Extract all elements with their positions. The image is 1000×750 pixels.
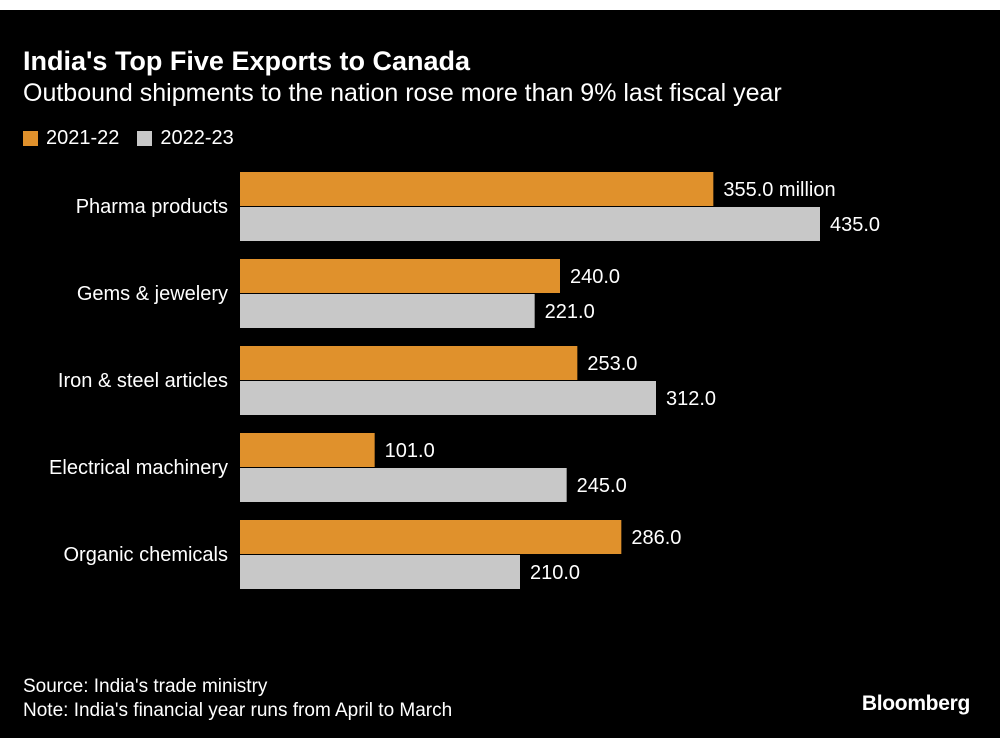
chart-subtitle: Outbound shipments to the nation rose mo… (23, 79, 782, 107)
legend-label: 2021-22 (46, 127, 120, 149)
category-label: Gems & jewelery (77, 283, 228, 305)
data-label: 355.0 million (723, 179, 835, 201)
legend-swatch (137, 131, 153, 146)
bar-2021-22 (240, 433, 375, 467)
bar-2021-22 (240, 259, 560, 293)
legend: 2021-22 2022-23 (23, 127, 252, 150)
data-label: 210.0 (530, 562, 580, 584)
legend-item-2022-23: 2022-23 (137, 127, 234, 150)
data-label: 101.0 (385, 440, 435, 462)
data-label: 435.0 (830, 214, 880, 236)
legend-label: 2022-23 (160, 127, 234, 149)
category-label: Electrical machinery (49, 457, 228, 479)
category-label: Pharma products (76, 196, 228, 218)
data-label: 221.0 (545, 301, 595, 323)
chart-frame: India's Top Five Exports to Canada Outbo… (0, 10, 1000, 738)
bar-2022-23 (240, 294, 535, 328)
bar-2021-22 (240, 346, 578, 380)
bar-2021-22 (240, 172, 714, 206)
bar-2022-23 (240, 207, 820, 241)
bar-2022-23 (240, 555, 520, 589)
data-label: 286.0 (631, 527, 681, 549)
category-label: Organic chemicals (63, 544, 228, 566)
category-label: Iron & steel articles (58, 370, 228, 392)
note-text: Note: India's financial year runs from A… (23, 700, 453, 721)
bar-2022-23 (240, 468, 567, 502)
legend-swatch (23, 131, 38, 146)
bar-2022-23 (240, 381, 656, 415)
chart-title: India's Top Five Exports to Canada (23, 46, 470, 76)
bloomberg-logo: Bloomberg (861, 692, 970, 715)
source-text: Source: India's trade ministry (23, 676, 268, 697)
legend-item-2021-22: 2021-22 (23, 127, 119, 150)
data-label: 253.0 (587, 353, 637, 375)
data-label: 245.0 (577, 475, 627, 497)
footer-notes: Source: India's trade ministry Note: Ind… (23, 675, 452, 723)
data-label: 240.0 (570, 266, 620, 288)
bar-2021-22 (240, 520, 622, 554)
data-label: 312.0 (666, 388, 716, 410)
